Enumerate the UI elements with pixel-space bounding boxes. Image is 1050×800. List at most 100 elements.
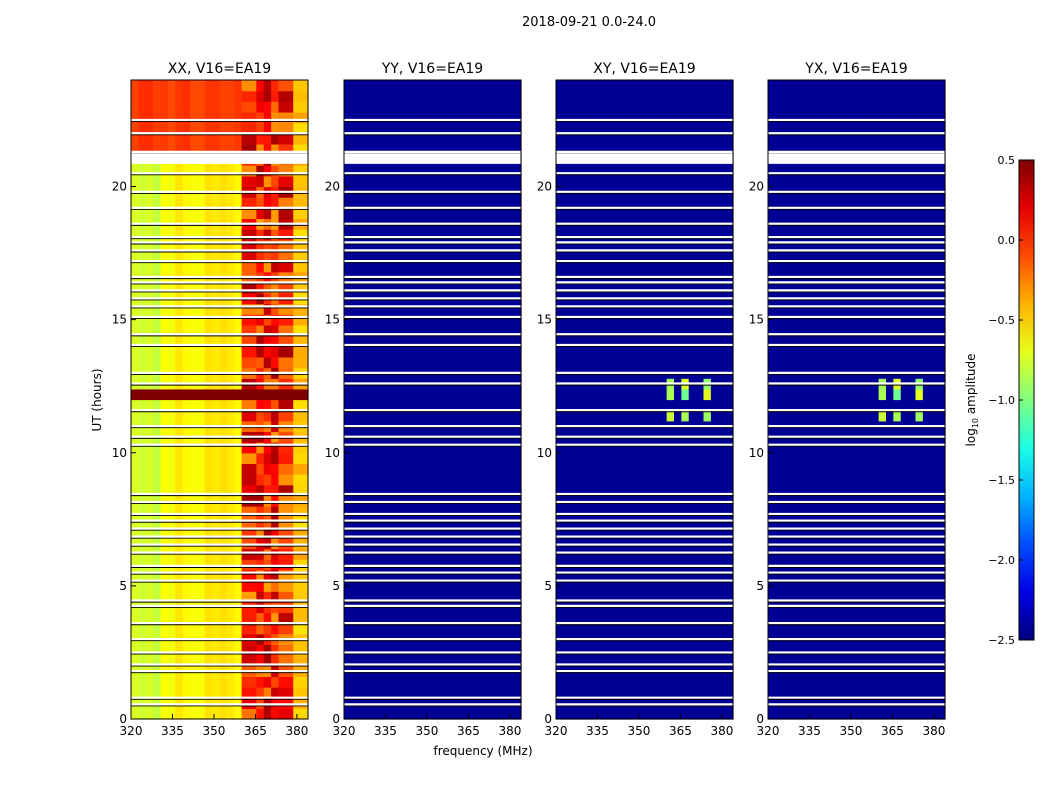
heatmap-cell — [600, 356, 609, 369]
heatmap-cell — [153, 101, 162, 113]
heatmap-cell — [498, 80, 507, 92]
heatmap-cell — [351, 506, 360, 518]
heatmap-cell — [688, 399, 697, 411]
heatmap-cell — [285, 484, 294, 496]
heatmap-cell — [659, 687, 668, 699]
heatmap-cell — [585, 133, 594, 145]
heatmap-cell — [410, 314, 419, 326]
heatmap-cell — [491, 655, 500, 667]
heatmap-cell — [578, 388, 587, 401]
heatmap-cell — [439, 335, 448, 347]
heatmap-cell — [556, 282, 564, 294]
heatmap-cell — [629, 229, 638, 241]
heatmap-cell — [432, 644, 441, 656]
heatmap-cell — [578, 314, 587, 326]
heatmap-cell — [659, 623, 668, 635]
heatmap-cell — [380, 612, 389, 624]
heatmap-cell — [293, 101, 302, 113]
heatmap-cell — [300, 122, 309, 134]
heatmap-cell — [703, 239, 712, 251]
heatmap-cell — [703, 229, 712, 241]
heatmap-cell — [506, 612, 515, 624]
heatmap-cell — [278, 165, 287, 177]
heatmap-cell — [366, 463, 375, 475]
heatmap-cell — [674, 474, 682, 486]
heatmap-cell — [513, 80, 522, 92]
heatmap-cell — [344, 463, 352, 475]
panel-frame — [343, 79, 522, 720]
heatmap-cell — [718, 442, 727, 454]
panel-frame — [130, 79, 309, 720]
heatmap-cell — [182, 687, 191, 699]
heatmap-cell — [681, 101, 690, 113]
heatmap-cell — [725, 569, 734, 582]
heatmap-cell — [138, 314, 147, 326]
heatmap-cell — [226, 239, 235, 251]
heatmap-cell — [410, 452, 419, 464]
heatmap-cell — [190, 569, 198, 582]
heatmap-cell — [263, 399, 272, 411]
heatmap-cell — [388, 133, 397, 145]
heatmap-cell — [570, 399, 579, 411]
heatmap-cell — [366, 282, 375, 294]
heatmap-cell — [666, 580, 675, 592]
heatmap-cell — [219, 644, 228, 656]
heatmap-cell — [182, 676, 191, 688]
heatmap-cell — [439, 303, 448, 315]
y-tick-label: 10 — [325, 446, 340, 460]
heatmap-cell — [644, 143, 653, 156]
heatmap-cell — [491, 229, 500, 241]
heatmap-cell — [563, 122, 572, 134]
heatmap-cell — [703, 474, 712, 486]
heatmap-cell — [484, 207, 493, 220]
heatmap-cell — [358, 122, 367, 134]
heatmap-cell — [197, 655, 206, 667]
heatmap-cell — [197, 410, 206, 422]
heatmap-cell — [651, 644, 660, 656]
heatmap-cell — [600, 239, 609, 251]
heatmap-cell — [234, 314, 243, 326]
heatmap-cell — [380, 335, 389, 347]
heatmap-cell — [175, 250, 184, 262]
heatmap-cell — [513, 143, 522, 156]
heatmap-cell — [439, 708, 448, 720]
heatmap-cell — [454, 687, 463, 699]
heatmap-cell — [570, 303, 579, 315]
heatmap-cell — [278, 346, 287, 358]
heatmap-cell — [600, 303, 609, 315]
heatmap-cell — [138, 410, 147, 422]
heatmap-cell — [644, 261, 653, 273]
heatmap-cell — [718, 229, 727, 241]
heatmap-cell — [388, 687, 397, 699]
heatmap-cell — [513, 335, 522, 347]
heatmap-cell — [651, 612, 660, 624]
heatmap-cell — [271, 303, 280, 315]
heatmap-cell — [718, 207, 727, 220]
heatmap-cell — [380, 101, 389, 113]
heatmap-cell — [570, 122, 579, 134]
heatmap-cell — [285, 356, 294, 369]
heatmap-cell — [513, 399, 522, 411]
heatmap-cell — [417, 569, 426, 582]
heatmap-cell — [797, 506, 806, 518]
heatmap-cell — [234, 175, 243, 188]
heatmap-cell — [718, 506, 727, 518]
heatmap-cell — [300, 655, 309, 667]
heatmap-cell — [439, 452, 448, 464]
heatmap-cell — [506, 569, 515, 582]
heatmap-cell — [592, 623, 601, 635]
heatmap-cell — [696, 591, 705, 603]
heatmap-cell — [585, 175, 594, 188]
heatmap-cell — [585, 250, 594, 262]
heatmap-cell — [615, 388, 623, 401]
heatmap-cell — [190, 676, 198, 688]
heatmap-cell — [659, 261, 668, 273]
heatmap-cell — [197, 399, 206, 411]
heatmap-cell — [373, 623, 382, 635]
heatmap-cell — [622, 474, 631, 486]
heatmap-cell — [563, 346, 572, 358]
heatmap-cell — [197, 612, 206, 624]
heatmap-cell — [506, 282, 515, 294]
heatmap-cell — [241, 133, 250, 145]
